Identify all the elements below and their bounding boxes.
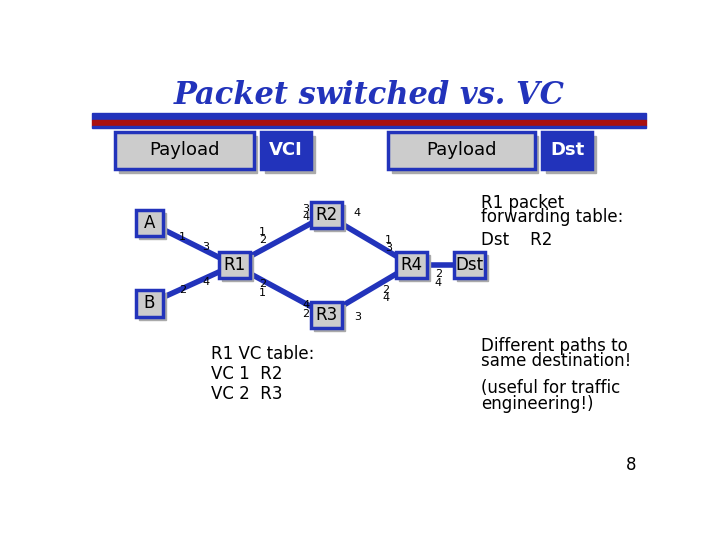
- Bar: [392, 136, 539, 173]
- Text: 2: 2: [302, 308, 310, 319]
- Text: (useful for traffic: (useful for traffic: [481, 379, 620, 397]
- Bar: [92, 113, 647, 120]
- Bar: [315, 305, 345, 331]
- Text: Dst    R2: Dst R2: [481, 231, 552, 249]
- Text: A: A: [144, 214, 156, 232]
- Text: R1 VC table:: R1 VC table:: [211, 345, 315, 362]
- Text: 8: 8: [626, 456, 636, 474]
- Text: Payload: Payload: [149, 141, 220, 159]
- Text: R4: R4: [400, 256, 423, 274]
- Text: 1: 1: [259, 227, 266, 237]
- Bar: [388, 132, 534, 168]
- Text: forwarding table:: forwarding table:: [481, 208, 623, 226]
- Bar: [454, 252, 485, 278]
- Bar: [542, 132, 593, 168]
- Text: same destination!: same destination!: [481, 352, 631, 370]
- Text: 1: 1: [179, 232, 186, 242]
- Text: 3: 3: [354, 312, 361, 322]
- Text: 2: 2: [259, 235, 266, 245]
- Bar: [399, 255, 430, 281]
- Text: VC 2  R3: VC 2 R3: [211, 386, 283, 403]
- Bar: [311, 202, 342, 228]
- Text: VC 1  R2: VC 1 R2: [211, 366, 283, 383]
- Bar: [139, 294, 166, 320]
- Text: Different paths to: Different paths to: [481, 337, 627, 355]
- Text: 4: 4: [382, 293, 390, 303]
- Bar: [311, 302, 342, 328]
- Text: engineering!): engineering!): [481, 395, 593, 413]
- Bar: [92, 126, 647, 128]
- Bar: [92, 120, 647, 126]
- Bar: [219, 252, 250, 278]
- Bar: [115, 132, 253, 168]
- Bar: [135, 210, 163, 236]
- Bar: [265, 136, 315, 173]
- Bar: [315, 205, 345, 231]
- Text: 2: 2: [435, 269, 442, 279]
- Bar: [139, 213, 166, 239]
- Text: 1: 1: [259, 288, 266, 298]
- Text: R1: R1: [223, 256, 246, 274]
- Text: 2: 2: [382, 285, 390, 295]
- Bar: [546, 136, 596, 173]
- Text: R3: R3: [315, 306, 338, 324]
- Text: 4: 4: [354, 208, 361, 218]
- Bar: [396, 252, 427, 278]
- Text: VCI: VCI: [269, 141, 303, 159]
- Text: 3: 3: [384, 243, 392, 253]
- Text: 3: 3: [202, 242, 210, 252]
- Text: 4: 4: [435, 278, 442, 288]
- Bar: [222, 255, 253, 281]
- Bar: [261, 132, 311, 168]
- Text: 2: 2: [259, 279, 266, 289]
- Text: R2: R2: [315, 206, 338, 224]
- Text: 4: 4: [202, 277, 210, 287]
- Text: 2: 2: [179, 285, 186, 295]
- Text: Dst: Dst: [550, 141, 585, 159]
- Bar: [119, 136, 257, 173]
- Text: B: B: [144, 294, 156, 313]
- Text: R1 packet: R1 packet: [481, 194, 564, 212]
- Text: Packet switched vs. VC: Packet switched vs. VC: [174, 80, 564, 111]
- Text: 1: 1: [384, 234, 392, 245]
- Text: Payload: Payload: [426, 141, 497, 159]
- Bar: [456, 255, 487, 281]
- Text: 4: 4: [302, 212, 310, 222]
- Text: 4: 4: [302, 300, 310, 310]
- Bar: [135, 291, 163, 316]
- Text: 3: 3: [302, 204, 310, 214]
- Text: Dst: Dst: [455, 256, 483, 274]
